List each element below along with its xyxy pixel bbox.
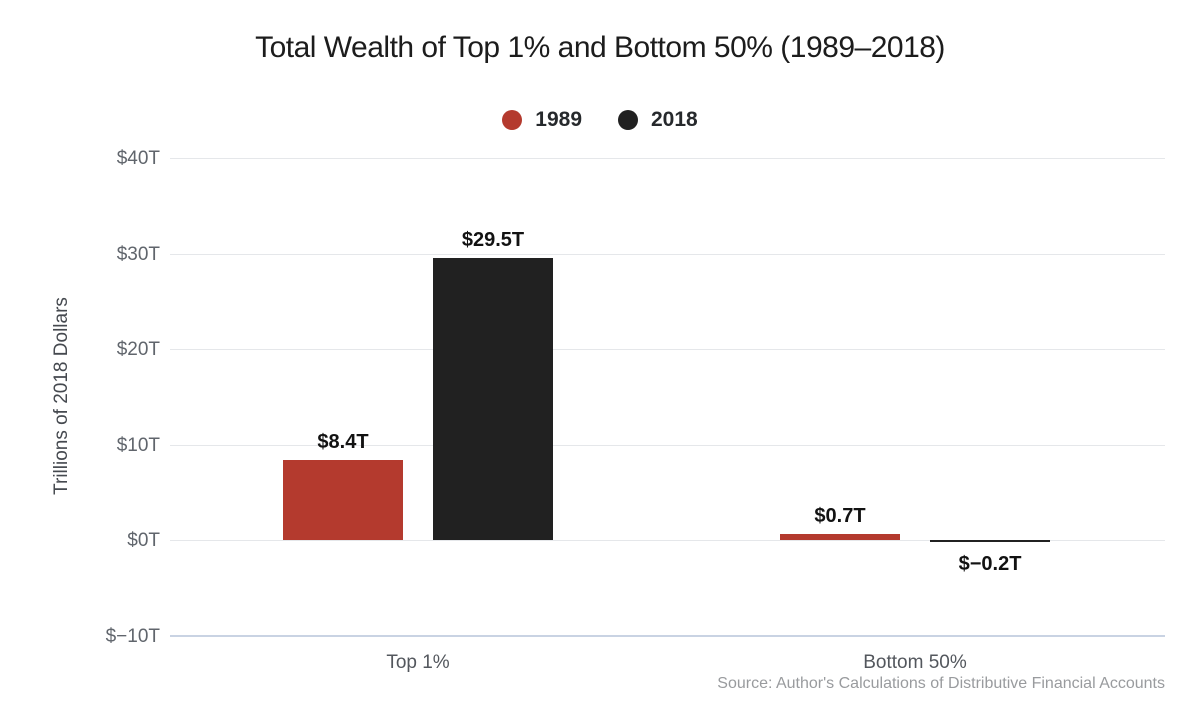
y-tick-label-10: $10T	[116, 434, 160, 456]
bar-bottom-50-1989	[780, 533, 900, 541]
x-axis-line	[170, 635, 1165, 637]
chart-legend: 1989 2018	[0, 108, 1200, 132]
value-label-bottom-50-2018: $−0.2T	[958, 553, 1022, 576]
legend-dot-1989-icon	[502, 110, 523, 130]
x-tick-label-bottom-50: Bottom 50%	[863, 652, 967, 673]
gridline-0	[170, 540, 1165, 542]
y-axis-title: Trillions of 2018 Dollars	[51, 297, 72, 495]
gridline-40	[170, 158, 1165, 159]
plot-area: $8.4T $0.7T $29.5T $−0.2T Top 1% Bottom 50%	[170, 158, 1165, 672]
bar-bottom-50-2018	[930, 540, 1050, 543]
value-label-top-1-1989: $8.4T	[317, 431, 369, 454]
value-label-top-1-2018: $29.5T	[461, 229, 525, 252]
y-tick-label--10: $−10T	[105, 626, 160, 647]
gridline-20	[170, 349, 1165, 351]
bar-top-1-2018	[433, 258, 553, 541]
source-note: Source: Author's Calculations of Distrib…	[717, 675, 1165, 692]
gridline-10	[170, 444, 1165, 446]
y-tick-label-30: $30T	[116, 243, 160, 265]
y-tick-label-20: $20T	[116, 339, 160, 361]
legend-item-2018: 2018	[618, 108, 698, 132]
x-tick-label-top-1: Top 1%	[386, 652, 450, 673]
chart-title: Total Wealth of Top 1% and Bottom 50% (1…	[255, 31, 945, 64]
bar-top-1-1989	[283, 460, 403, 541]
y-tick-label-40: $40T	[116, 148, 160, 169]
legend-label-1989: 1989	[535, 108, 582, 131]
y-tick-label-0: $0T	[127, 530, 160, 552]
gridline-30	[170, 253, 1165, 255]
legend-item-1989: 1989	[502, 108, 582, 132]
legend-dot-2018-icon	[618, 110, 638, 130]
value-label-bottom-50-1989: $0.7T	[814, 504, 866, 527]
legend-label-2018: 2018	[651, 108, 698, 131]
